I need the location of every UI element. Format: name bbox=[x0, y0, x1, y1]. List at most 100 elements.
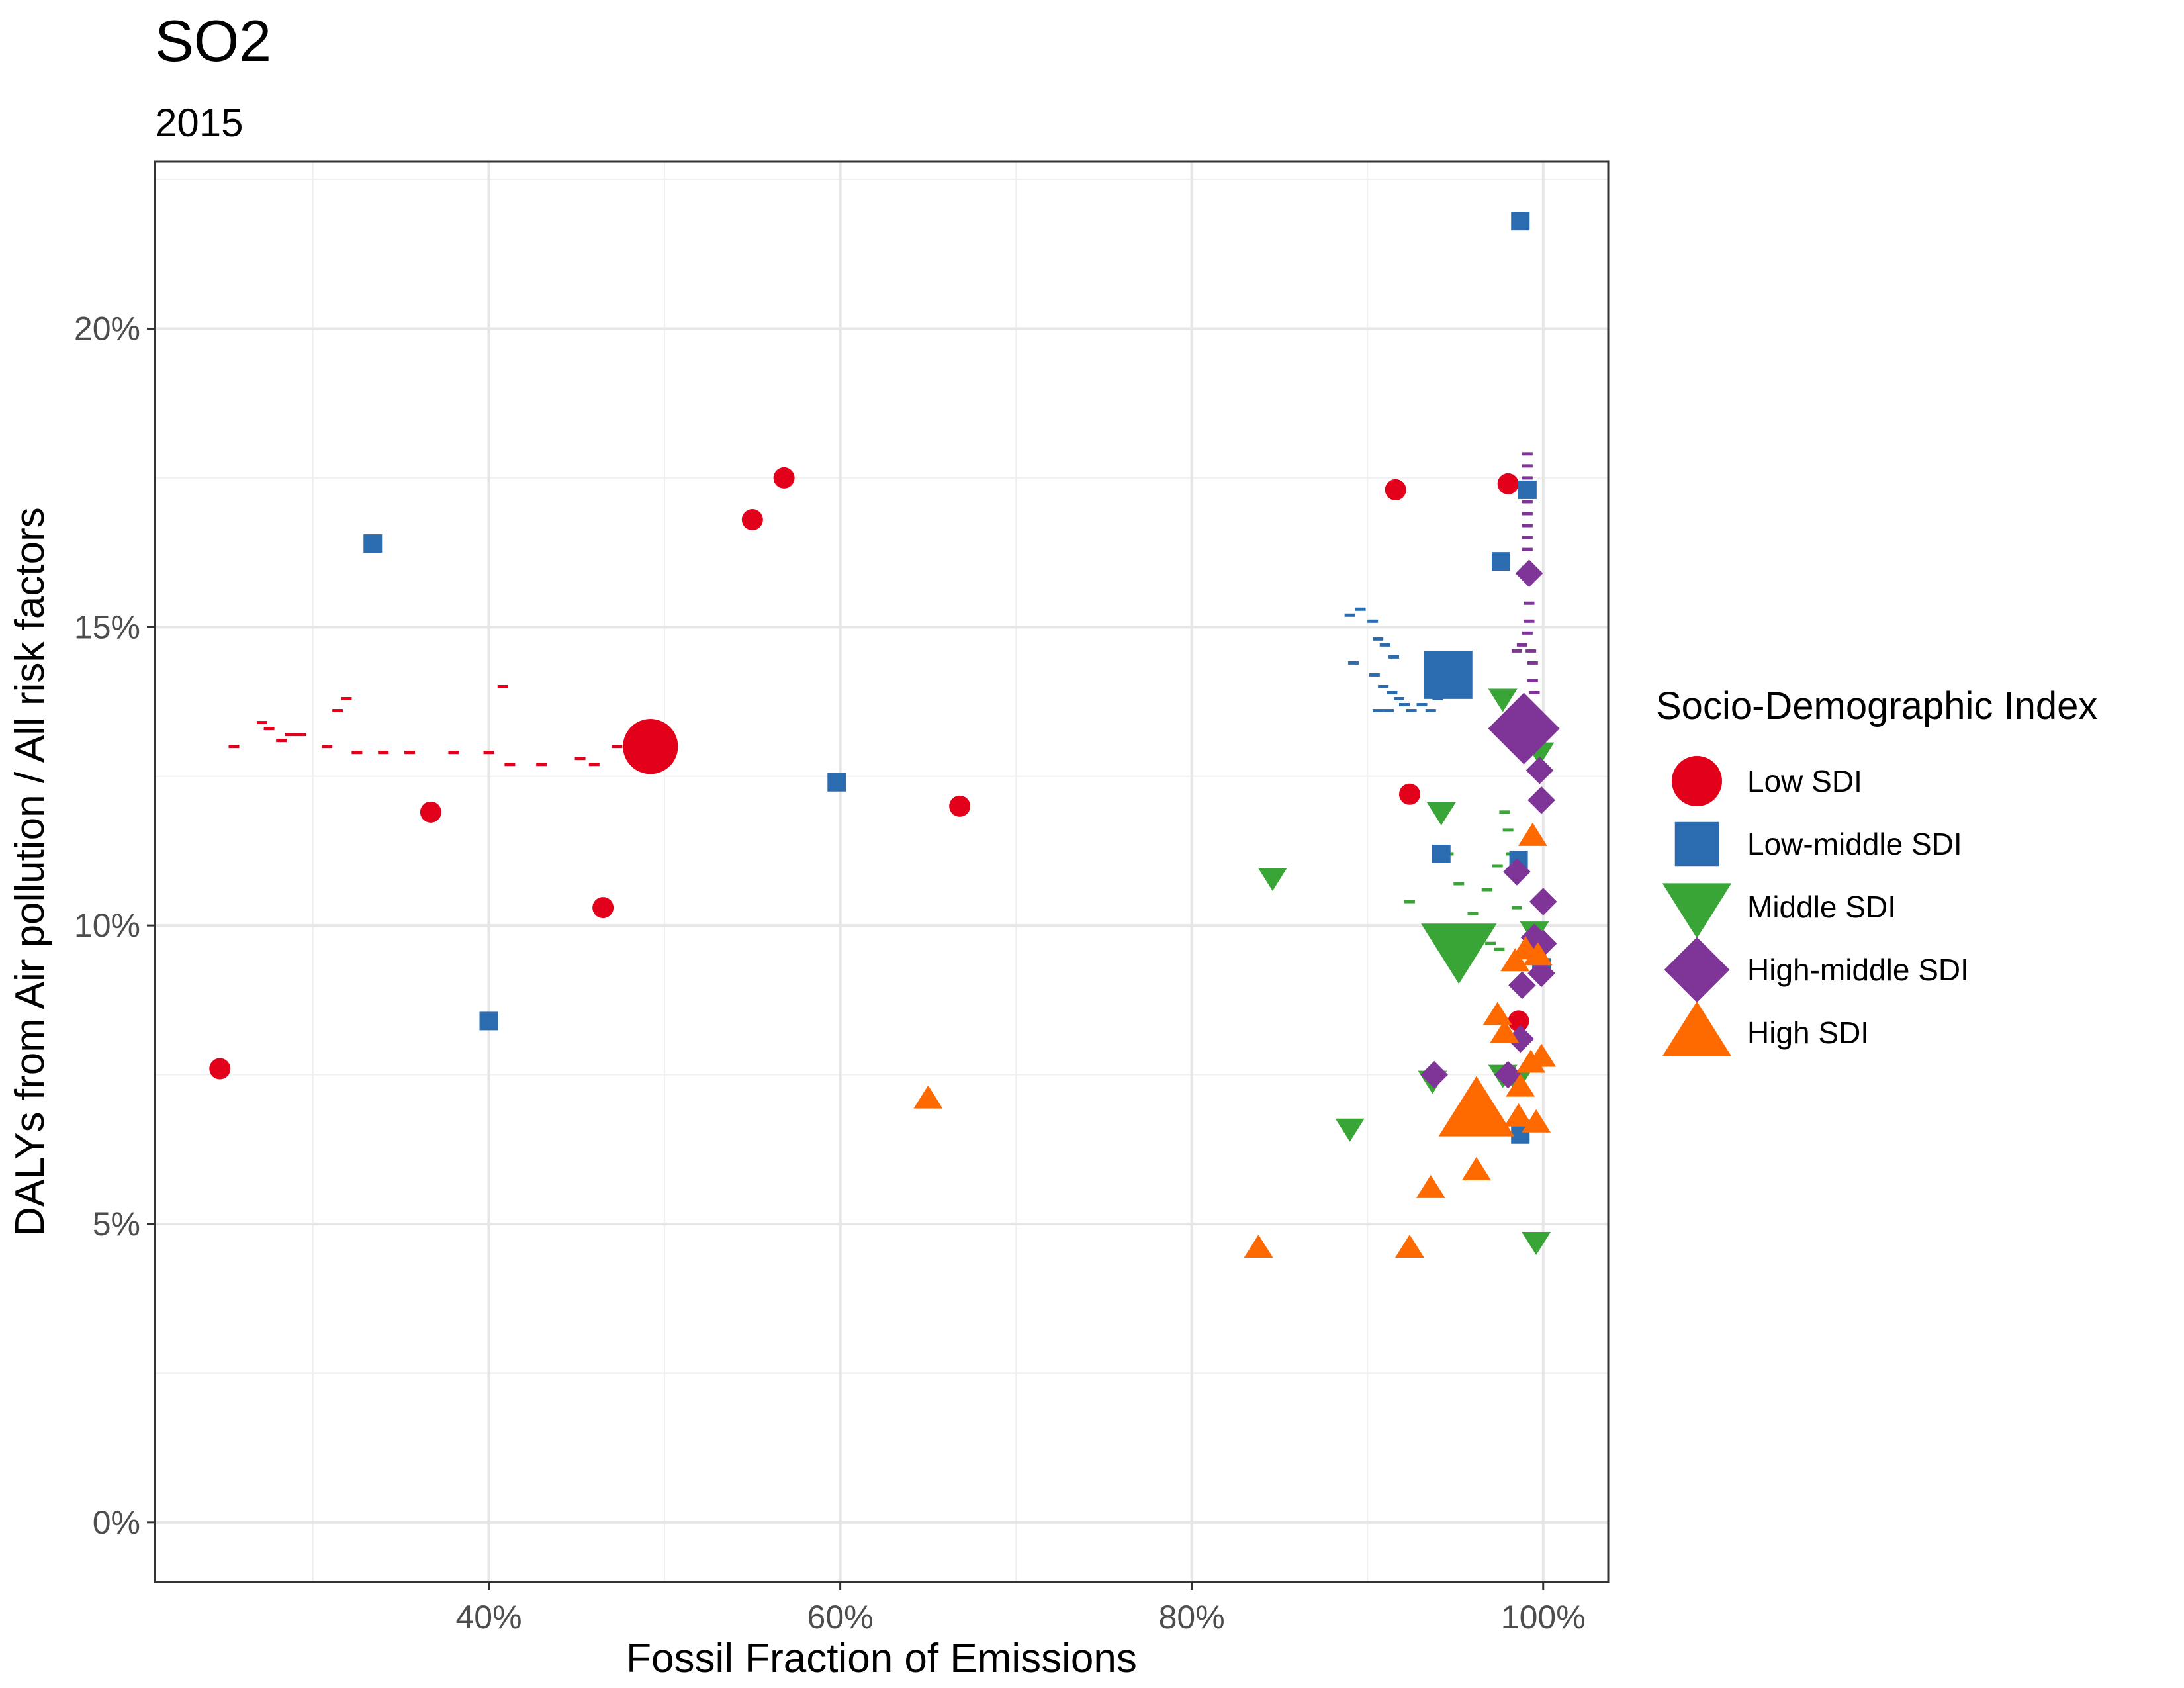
legend-key bbox=[1664, 937, 1730, 1003]
data-point bbox=[1529, 888, 1557, 915]
x-tick-label: 80% bbox=[1159, 1599, 1225, 1636]
y-tick-label: 5% bbox=[93, 1205, 140, 1243]
data-point bbox=[1492, 552, 1511, 571]
trail-mark bbox=[322, 745, 333, 749]
trail-mark bbox=[574, 757, 586, 761]
trail-mark bbox=[1522, 452, 1533, 456]
data-point bbox=[420, 801, 441, 823]
trail-mark bbox=[1529, 690, 1540, 694]
trail-mark bbox=[1373, 709, 1384, 713]
data-point bbox=[1518, 822, 1547, 846]
y-axis-title: DALYs from Air pollution / All risk fact… bbox=[7, 507, 53, 1236]
data-point bbox=[1506, 1025, 1535, 1053]
data-point bbox=[1504, 1103, 1533, 1127]
data-point bbox=[1257, 868, 1287, 892]
x-axis: 40% 60% 80% 100% bbox=[455, 1582, 1586, 1636]
legend-label: Middle SDI bbox=[1747, 890, 1896, 924]
trail-mark bbox=[1347, 661, 1359, 665]
trail-mark bbox=[1398, 703, 1410, 707]
trail-mark bbox=[1355, 607, 1366, 611]
trail-mark bbox=[588, 763, 600, 767]
trail-mark bbox=[295, 733, 306, 737]
trail-mark bbox=[1481, 888, 1492, 892]
legend-key bbox=[1674, 821, 1719, 867]
trail-mark bbox=[1416, 703, 1428, 707]
trail-mark bbox=[341, 697, 352, 701]
data-point bbox=[1438, 1076, 1515, 1137]
data-point bbox=[1527, 959, 1555, 988]
trail-mark bbox=[1524, 601, 1535, 605]
trail-mark bbox=[1527, 661, 1538, 665]
legend-label: High-middle SDI bbox=[1747, 953, 1969, 987]
data-point bbox=[623, 719, 678, 774]
data-point bbox=[1511, 212, 1530, 231]
data-point bbox=[1500, 948, 1530, 972]
x-axis-title: Fossil Fraction of Emissions bbox=[626, 1636, 1137, 1681]
trail-mark bbox=[1516, 643, 1527, 647]
grid-major bbox=[155, 162, 1608, 1582]
data-point bbox=[1490, 1019, 1520, 1043]
trail-mark bbox=[1378, 684, 1389, 688]
trail-mark bbox=[263, 727, 275, 731]
x-tick-label: 100% bbox=[1501, 1599, 1586, 1636]
data-point bbox=[1525, 756, 1554, 784]
y-tick-label: 20% bbox=[74, 310, 140, 347]
data-point bbox=[949, 795, 971, 817]
trail-mark bbox=[1344, 613, 1355, 617]
plot-background bbox=[155, 162, 1608, 1582]
chart-title: SO2 bbox=[155, 8, 271, 73]
legend-key bbox=[1672, 756, 1722, 806]
data-point bbox=[1515, 559, 1543, 587]
trail-mark bbox=[256, 721, 267, 725]
trail-mark bbox=[612, 745, 623, 749]
data-point bbox=[1518, 480, 1537, 499]
trail-mark bbox=[1379, 643, 1390, 647]
trail-mark bbox=[1502, 828, 1514, 832]
trail-mark bbox=[1522, 631, 1533, 635]
trail-mark bbox=[497, 684, 508, 688]
trail-mark bbox=[1406, 709, 1417, 713]
data-point bbox=[1494, 1060, 1522, 1089]
trail-mark bbox=[1388, 655, 1400, 659]
data-point bbox=[1503, 858, 1531, 886]
legend-label: Low SDI bbox=[1747, 764, 1862, 798]
trail-mark bbox=[1525, 649, 1537, 653]
data-point bbox=[1527, 786, 1555, 814]
trail-mark bbox=[536, 763, 547, 767]
data-point bbox=[1506, 1073, 1535, 1097]
y-axis: 0% 5% 10% 15% 20% bbox=[74, 310, 155, 1541]
trail-mark bbox=[483, 751, 494, 755]
trail-mark bbox=[1522, 476, 1533, 480]
trail-mark bbox=[1467, 912, 1479, 915]
data-point bbox=[209, 1058, 231, 1080]
trail-mark bbox=[1522, 500, 1533, 504]
trail-mark bbox=[1492, 864, 1503, 868]
data-point bbox=[1525, 714, 1554, 743]
data-point bbox=[1522, 1109, 1551, 1133]
trail-mark bbox=[1499, 810, 1510, 814]
y-tick-label: 10% bbox=[74, 907, 140, 944]
data-points bbox=[209, 212, 1560, 1258]
data-point bbox=[773, 467, 795, 489]
data-point bbox=[1522, 1232, 1551, 1256]
data-point bbox=[1508, 1010, 1529, 1032]
trail-mark bbox=[448, 751, 459, 755]
trail-mark bbox=[504, 763, 516, 767]
trail-mark bbox=[378, 751, 389, 755]
data-point bbox=[592, 897, 614, 919]
trail-mark bbox=[1383, 709, 1394, 713]
data-point bbox=[1508, 971, 1536, 1000]
data-point bbox=[1424, 651, 1473, 699]
trail-mark bbox=[332, 709, 343, 713]
trail-mark bbox=[1404, 900, 1415, 904]
y-tick-label: 15% bbox=[74, 608, 140, 645]
trail-mark bbox=[1511, 649, 1522, 653]
plot-panel bbox=[154, 160, 1610, 1583]
data-point bbox=[1416, 1174, 1445, 1198]
data-point bbox=[1398, 783, 1420, 805]
x-tick-label: 60% bbox=[807, 1599, 874, 1636]
data-point bbox=[1488, 688, 1518, 712]
plot-border bbox=[154, 160, 1610, 1583]
trail-mark bbox=[1522, 547, 1533, 551]
